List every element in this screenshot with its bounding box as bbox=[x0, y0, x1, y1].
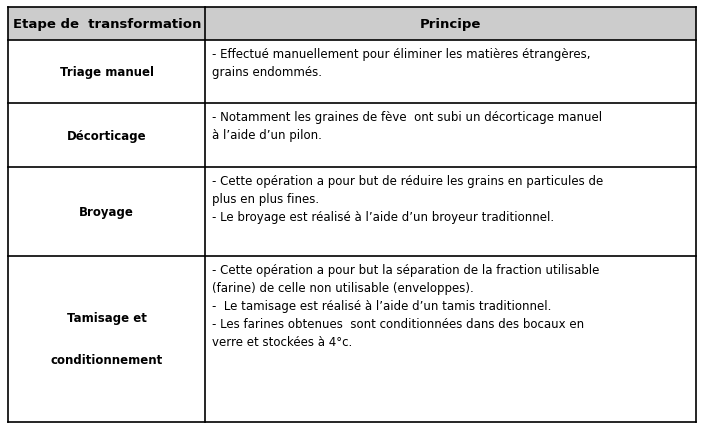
Text: - Cette opération a pour but la séparation de la fraction utilisable: - Cette opération a pour but la séparati… bbox=[213, 263, 600, 276]
Text: - Notamment les graines de fève  ont subi un décorticage manuel: - Notamment les graines de fève ont subi… bbox=[213, 111, 603, 124]
Text: -  Le tamisage est réalisé à l’aide d’un tamis traditionnel.: - Le tamisage est réalisé à l’aide d’un … bbox=[213, 299, 552, 312]
Bar bbox=[8, 8, 696, 40]
Text: grains endommés.: grains endommés. bbox=[213, 66, 322, 79]
Text: - Le broyage est réalisé à l’aide d’un broyeur traditionnel.: - Le broyage est réalisé à l’aide d’un b… bbox=[213, 211, 555, 224]
Text: Décorticage: Décorticage bbox=[67, 129, 146, 142]
Text: à l’aide d’un pilon.: à l’aide d’un pilon. bbox=[213, 129, 322, 142]
Text: Triage manuel: Triage manuel bbox=[60, 66, 153, 79]
Text: Broyage: Broyage bbox=[80, 205, 134, 218]
Text: - Effectué manuellement pour éliminer les matières étrangères,: - Effectué manuellement pour éliminer le… bbox=[213, 48, 591, 61]
Text: Principe: Principe bbox=[420, 18, 482, 31]
Text: - Cette opération a pour but de réduire les grains en particules de: - Cette opération a pour but de réduire … bbox=[213, 175, 604, 187]
Text: Etape de  transformation: Etape de transformation bbox=[13, 18, 201, 31]
Text: - Les farines obtenues  sont conditionnées dans des bocaux en: - Les farines obtenues sont conditionnée… bbox=[213, 317, 584, 330]
Text: plus en plus fines.: plus en plus fines. bbox=[213, 193, 320, 206]
Text: Tamisage et

conditionnement: Tamisage et conditionnement bbox=[51, 312, 163, 366]
Text: (farine) de celle non utilisable (enveloppes).: (farine) de celle non utilisable (envelo… bbox=[213, 281, 474, 294]
Text: verre et stockées à 4°c.: verre et stockées à 4°c. bbox=[213, 335, 353, 349]
